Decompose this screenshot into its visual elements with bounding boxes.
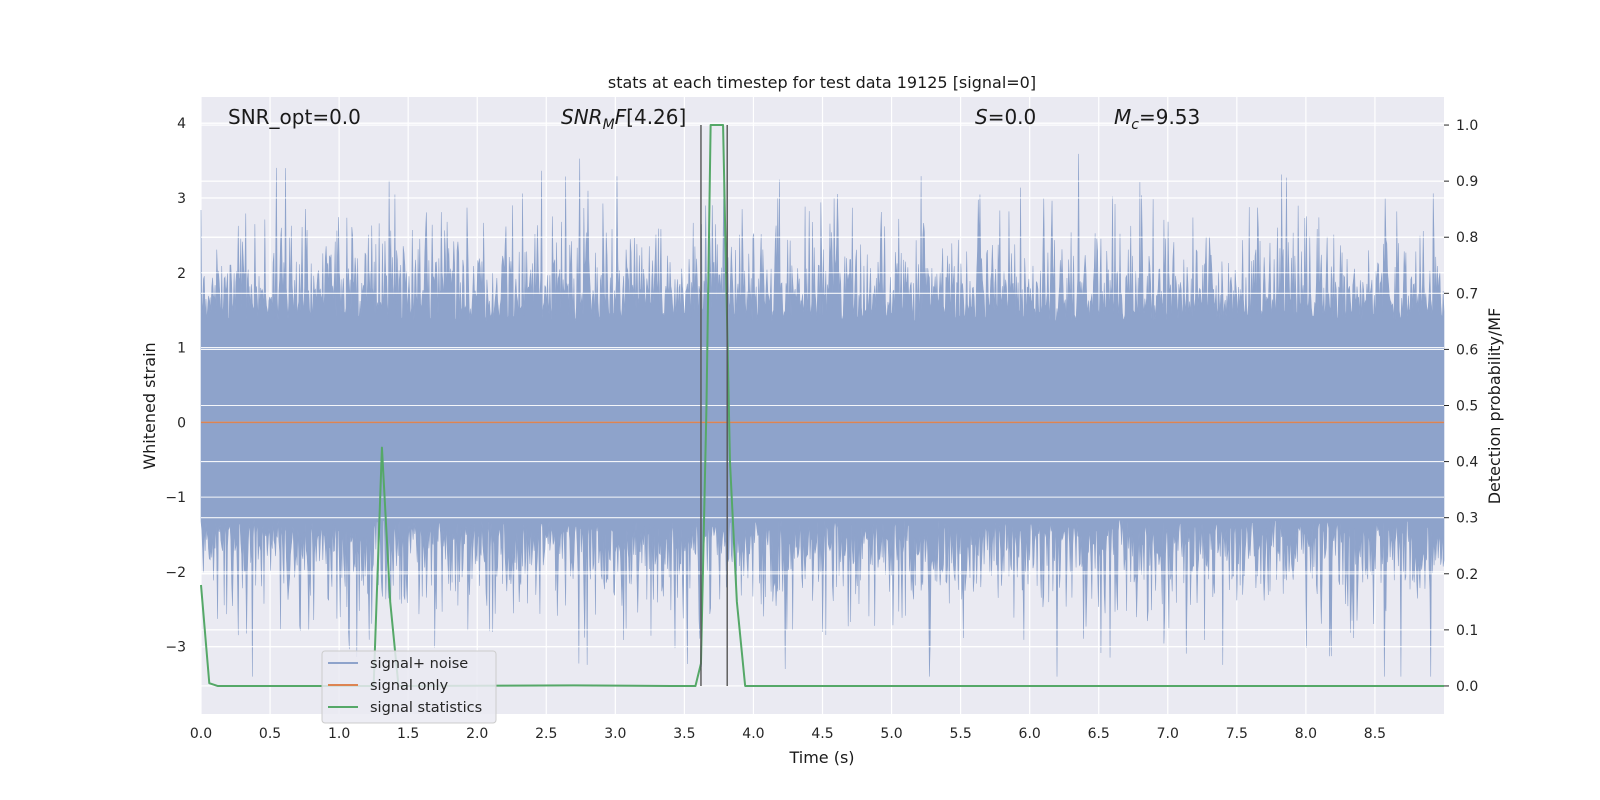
x-tick-label: 2.5 (535, 726, 557, 742)
y2-tick-label: 0.5 (1456, 399, 1478, 415)
x-tick-label: 6.0 (1019, 726, 1041, 742)
x-tick-label: 6.5 (1088, 726, 1110, 742)
y2-tick-label: 0.8 (1456, 230, 1478, 246)
y-tick-label: 0 (177, 415, 186, 431)
x-tick-label: 5.5 (949, 726, 971, 742)
y-tick-label: 2 (177, 266, 186, 282)
annotation-snr-mf-value: [4.26] (626, 105, 686, 129)
chart-title: stats at each timestep for test data 191… (608, 73, 1036, 92)
annotation-s: S=0.0 (975, 105, 1036, 129)
y-tick-label: 4 (177, 116, 186, 132)
x-tick-label: 8.0 (1295, 726, 1317, 742)
y2-tick-label: 0.2 (1456, 567, 1478, 583)
y2-tick-label: 0.4 (1456, 455, 1478, 471)
annotation-s-value: =0.0 (988, 105, 1037, 129)
y2-tick-label: 0.6 (1456, 342, 1478, 358)
x-tick-label: 4.5 (811, 726, 833, 742)
annotation-snr-opt: SNR_opt=0.0 (228, 105, 361, 129)
annotation-snr-mf: SNRMF[4.26] (561, 105, 686, 133)
x-tick-label: 7.5 (1226, 726, 1248, 742)
x-tick-label: 4.0 (742, 726, 764, 742)
legend-box (321, 650, 497, 724)
vertical-markers (700, 125, 728, 686)
x-tick-label: 3.0 (604, 726, 626, 742)
x-tick-label: 1.0 (328, 726, 350, 742)
annotation-mc: Mc=9.53 (1114, 105, 1200, 133)
y2-tick-label: 0.7 (1456, 286, 1478, 302)
legend-label-signal-only: signal only (370, 678, 449, 694)
x-axis-label: Time (s) (788, 748, 854, 767)
x-tick-label: 8.5 (1364, 726, 1386, 742)
x-tick-label: 0.5 (259, 726, 281, 742)
y2-tick-label: 0.1 (1456, 623, 1478, 639)
x-tick-label: 7.0 (1157, 726, 1179, 742)
x-tick-label: 0.0 (190, 726, 212, 742)
y-tick-label: −1 (165, 490, 186, 506)
y-tick-label: −2 (165, 565, 186, 581)
x-tick-label: 5.0 (880, 726, 902, 742)
y2-tick-label: 0.0 (1456, 679, 1478, 695)
y2-tick-label: 1.0 (1456, 118, 1478, 134)
y2-tick-label: 0.3 (1456, 511, 1478, 527)
x-tick-label: 1.5 (397, 726, 419, 742)
legend-label-signal-noise: signal+ noise (370, 656, 468, 672)
legend-label-signal-statistics: signal statistics (370, 700, 482, 716)
x-tick-label: 2.0 (466, 726, 488, 742)
y2-axis-label: Detection probability/MF (1485, 308, 1504, 505)
series-signal-noise (200, 153, 1445, 677)
x-tick-label: 3.5 (673, 726, 695, 742)
y2-tick-label: 0.9 (1456, 174, 1478, 190)
y-axis-label: Whitened strain (140, 342, 159, 469)
annotation-mc-value: =9.53 (1139, 105, 1200, 129)
ticks: 0.0 0.5 1.0 1.5 2.0 2.5 3.0 3.5 4.0 4.5 5.0 5.5 6.0 6… (165, 116, 1478, 742)
y-tick-label: −3 (165, 640, 186, 656)
y-tick-label: 1 (177, 341, 186, 357)
legend: signal+ noise signal only signal statist… (321, 650, 497, 724)
y-tick-label: 3 (177, 191, 186, 207)
